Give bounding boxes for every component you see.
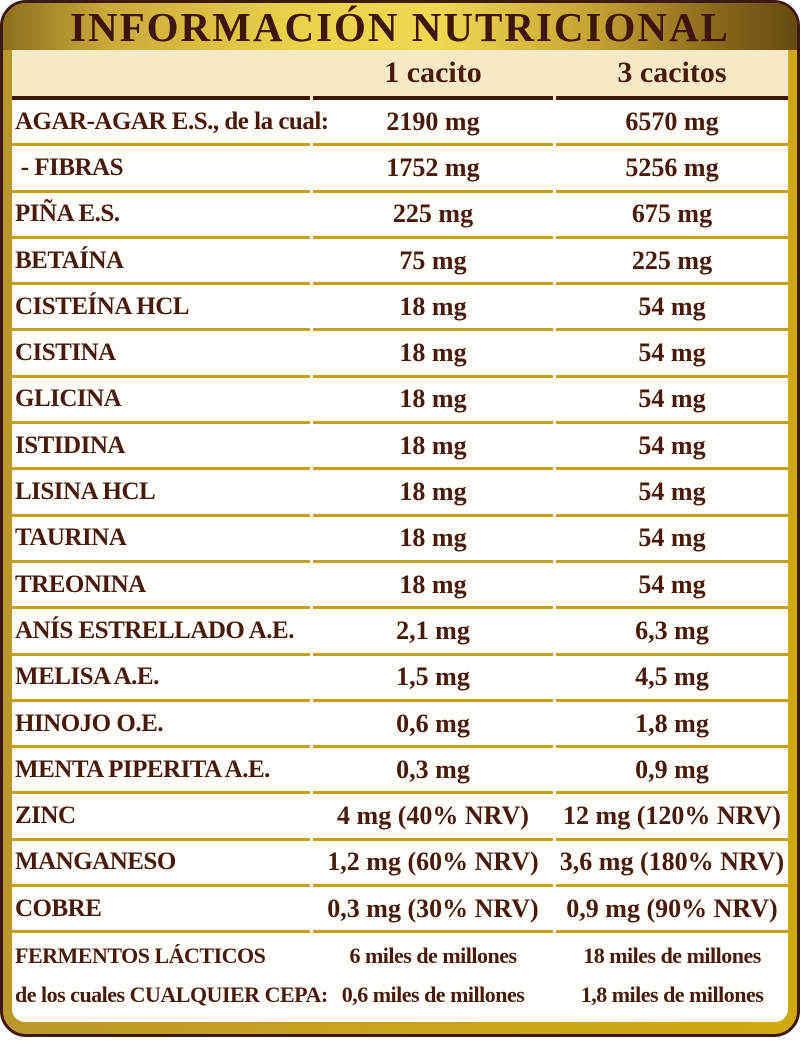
row-label: ISTIDINA [12, 424, 310, 471]
row-value-3-cacitos: 3,6 mg (180% NRV) [556, 841, 788, 888]
row-label: LISINA HCL [12, 470, 310, 517]
row-value-3-cacitos: 54 mg [556, 424, 788, 471]
row-value-1-cacito: 2190 mg [313, 100, 553, 147]
row-value-3-cacitos: 54 mg [556, 517, 788, 563]
row-value-3-cacitos: 4,5 mg [556, 656, 788, 702]
column-header-1-cacito: 1 cacito [313, 50, 553, 100]
row-value-3-cacitos: 12 mg (120% NRV) [556, 794, 788, 841]
row-value-3-cacitos: 0,9 mg [556, 748, 788, 795]
row-value-1-cacito: 18 mg [313, 285, 553, 332]
title-band: INFORMACIÓN NUTRICIONAL [3, 3, 797, 50]
nutrition-table-footer: FERMENTOS LÁCTICOS 6 miles de millones 1… [12, 933, 788, 1014]
row-label: GLICINA [12, 378, 310, 425]
row-value-1-cacito: 0,6 mg [313, 702, 553, 749]
footer-row-value-1-cacito: 0,6 miles de millones [341, 981, 525, 1007]
footer-row-value-1-cacito: 6 miles de millones [349, 942, 517, 968]
row-value-3-cacitos: 1,8 mg [556, 702, 788, 749]
footer-row-label: FERMENTOS LÁCTICOS [15, 942, 266, 968]
row-label: BETAÍNA [12, 239, 310, 286]
row-label: CISTEÍNA HCL [12, 285, 310, 332]
row-value-1-cacito: 2,1 mg [313, 609, 553, 656]
row-value-3-cacitos: 5256 mg [556, 146, 788, 193]
row-label: AGAR-AGAR E.S., de la cual: [12, 100, 329, 147]
row-value-3-cacitos: 225 mg [556, 239, 788, 286]
row-value-1-cacito: 1,5 mg [313, 656, 553, 702]
row-value-1-cacito: 0,3 mg (30% NRV) [313, 887, 553, 934]
row-value-3-cacitos: 0,9 mg (90% NRV) [556, 887, 788, 934]
row-value-1-cacito: 18 mg [313, 470, 553, 517]
row-label: TREONINA [12, 563, 310, 610]
row-label: MANGANESO [12, 841, 310, 888]
column-header-3-cacitos: 3 cacitos [556, 50, 788, 100]
nutrition-table-body: AGAR-AGAR E.S., de la cual: 2190 mg 6570… [12, 100, 788, 934]
row-label: TAURINA [12, 517, 310, 563]
column-header-row: 1 cacito 3 cacitos [12, 50, 788, 100]
row-label: CISTINA [12, 331, 310, 378]
row-value-3-cacitos: 54 mg [556, 378, 788, 425]
row-label: PIÑA E.S. [12, 193, 310, 239]
row-label: - FIBRAS [12, 146, 310, 193]
row-value-1-cacito: 18 mg [313, 331, 553, 378]
row-value-3-cacitos: 54 mg [556, 331, 788, 378]
footer-row-label: de los cuales CUALQUIER CEPA: [15, 981, 328, 1007]
row-value-1-cacito: 18 mg [313, 517, 553, 563]
row-label: MENTA PIPERITA A.E. [12, 748, 310, 795]
footer-row-value-3-cacitos: 18 miles de millones [583, 942, 761, 968]
row-value-1-cacito: 4 mg (40% NRV) [313, 794, 553, 841]
row-label: ZINC [12, 794, 310, 841]
row-value-1-cacito: 0,3 mg [313, 748, 553, 795]
row-value-1-cacito: 18 mg [313, 424, 553, 471]
row-value-1-cacito: 75 mg [313, 239, 553, 286]
row-value-3-cacitos: 54 mg [556, 285, 788, 332]
row-value-1-cacito: 1752 mg [313, 146, 553, 193]
row-label: MELISA A.E. [12, 656, 310, 702]
row-value-1-cacito: 18 mg [313, 378, 553, 425]
row-value-1-cacito: 1,2 mg (60% NRV) [313, 841, 553, 888]
column-header-spacer [12, 50, 310, 100]
row-value-1-cacito: 225 mg [313, 193, 553, 239]
row-label: ANÍS ESTRELLADO A.E. [12, 609, 310, 656]
footer-row-value-3-cacitos: 1,8 miles de millones [580, 981, 764, 1007]
row-value-3-cacitos: 54 mg [556, 470, 788, 517]
row-value-1-cacito: 18 mg [313, 563, 553, 610]
page-title: INFORMACIÓN NUTRICIONAL [70, 3, 730, 50]
row-label: COBRE [12, 887, 310, 934]
nutrition-label-card: INFORMACIÓN NUTRICIONAL 1 cacito 3 cacit… [0, 0, 800, 1037]
row-value-3-cacitos: 6,3 mg [556, 609, 788, 656]
row-value-3-cacitos: 675 mg [556, 193, 788, 239]
table-inner-panel: 1 cacito 3 cacitos AGAR-AGAR E.S., de la… [12, 50, 788, 1022]
row-value-3-cacitos: 6570 mg [556, 100, 788, 147]
row-value-3-cacitos: 54 mg [556, 563, 788, 610]
row-label: HINOJO O.E. [12, 702, 310, 749]
